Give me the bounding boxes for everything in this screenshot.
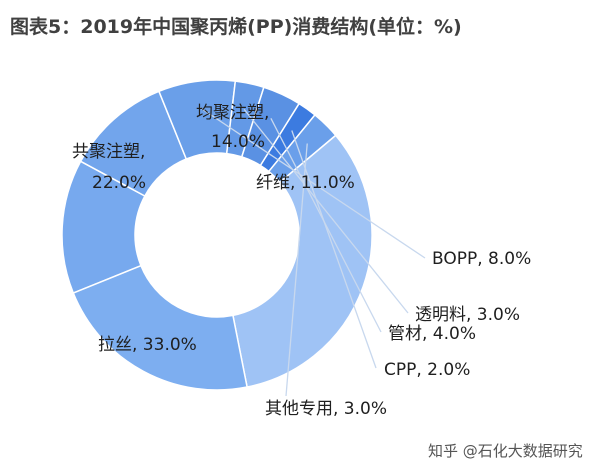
slice-label-共聚注塑: 共聚注塑, xyxy=(72,142,145,162)
leader-lines xyxy=(199,107,426,397)
slice-label-其他专用: 其他专用, 3.0% xyxy=(265,399,387,419)
leader-line-其他专用 xyxy=(285,143,308,397)
slice-label-纤维: 纤维, 11.0% xyxy=(256,173,355,193)
watermark-text: 知乎 @石化大数据研究 xyxy=(428,442,583,460)
leader-line-CPP xyxy=(291,130,377,369)
leader-line-透明料 xyxy=(243,108,409,314)
slice-共聚注塑 xyxy=(72,264,248,391)
slice-value-共聚注塑: 22.0% xyxy=(92,173,146,193)
donut-slices xyxy=(61,79,373,391)
chart-title: 图表5：2019年中国聚丙烯(PP)消费结构(单位：%) xyxy=(10,15,462,38)
slice-label-拉丝: 拉丝, 33.0% xyxy=(98,335,197,355)
leader-line-BOPP xyxy=(199,107,426,259)
slice-label-管材: 管材, 4.0% xyxy=(388,324,476,344)
slice-label-cpp: CPP, 2.0% xyxy=(384,360,470,380)
slice-label-透明料: 透明料, 3.0% xyxy=(415,305,520,325)
slice-label-bopp: BOPP, 8.0% xyxy=(432,249,531,269)
slice-label-均聚注塑: 均聚注塑, xyxy=(196,103,269,123)
slice-value-均聚注塑: 14.0% xyxy=(211,132,265,152)
